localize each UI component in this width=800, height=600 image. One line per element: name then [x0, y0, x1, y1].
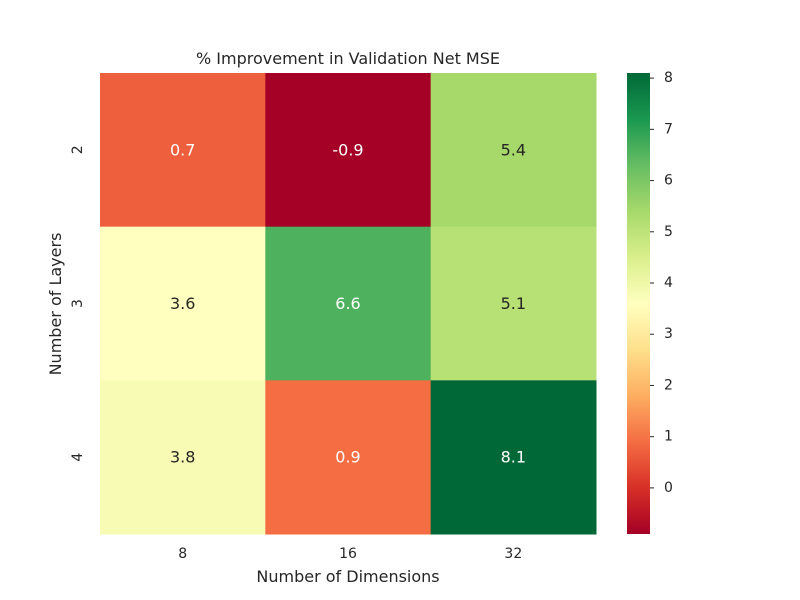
colorbar-tick-label: 5 [664, 224, 673, 240]
heatmap-cell-r2-c2 [430, 380, 597, 535]
heatmap-cell-r0-c2 [430, 73, 597, 228]
y-tick-label: 3 [70, 299, 86, 308]
cell-value-label: 3.8 [170, 448, 195, 467]
colorbar-tick-label: 3 [664, 326, 673, 342]
cell-value-label: 3.6 [170, 294, 195, 313]
heatmap-cell-r2-c0 [100, 380, 266, 535]
y-tick-label: 2 [70, 145, 86, 154]
heatmap-cell-r0-c0 [100, 73, 266, 228]
x-tick-label: 32 [504, 546, 522, 562]
heatmap-cell-r0-c1 [265, 73, 432, 228]
colorbar-tick-label: 6 [664, 173, 673, 189]
cell-value-label: 6.6 [335, 294, 360, 313]
y-axis-label: Number of Layers [46, 233, 65, 376]
colorbar-tick-label: 2 [664, 377, 673, 393]
colorbar-tick-label: 7 [664, 121, 673, 137]
colorbar-tick-label: 0 [664, 480, 673, 496]
colorbar-tick-label: 4 [664, 275, 673, 291]
x-tick-label: 16 [339, 546, 357, 562]
heatmap-cell-r1-c2 [430, 226, 597, 381]
heatmap-cell-r1-c1 [265, 226, 432, 381]
chart-title: % Improvement in Validation Net MSE [196, 49, 500, 68]
x-axis-label: Number of Dimensions [256, 567, 439, 586]
heatmap-cell-r1-c0 [100, 226, 266, 381]
cell-value-label: 0.7 [170, 140, 195, 159]
heatmap-cell-r2-c1 [265, 380, 432, 535]
cell-value-label: 8.1 [501, 448, 526, 467]
colorbar [627, 73, 650, 534]
y-tick-label: 4 [70, 453, 86, 462]
colorbar-tick-label: 8 [664, 70, 673, 86]
colorbar-tick-label: 1 [664, 429, 673, 445]
cell-value-label: 0.9 [335, 448, 360, 467]
cell-value-label: 5.1 [501, 294, 526, 313]
x-tick-label: 8 [178, 546, 187, 562]
cell-value-label: 5.4 [501, 140, 526, 159]
cell-value-label: -0.9 [332, 140, 363, 159]
